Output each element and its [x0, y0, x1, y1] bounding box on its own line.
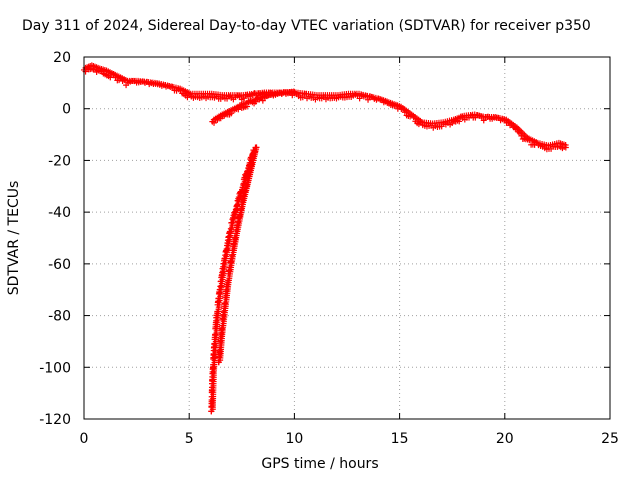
data-point [221, 300, 228, 307]
data-point [456, 118, 463, 125]
y-axis-label: SDTVAR / TECUs [6, 180, 22, 296]
x-tick-label: 10 [285, 431, 303, 447]
data-point [299, 94, 306, 101]
x-tick-label: 15 [391, 431, 409, 447]
y-tick-label: -40 [48, 205, 71, 221]
x-tick-label: 5 [185, 431, 194, 447]
data-point [227, 225, 234, 232]
data-point [214, 308, 221, 315]
data-point [107, 74, 114, 81]
data-point [235, 106, 242, 113]
data-point [225, 277, 232, 284]
plot-frame [83, 56, 611, 420]
x-tick-label: 20 [496, 431, 514, 447]
y-tick-label: 20 [53, 50, 71, 66]
data-point [212, 331, 219, 338]
x-tick-label: 0 [80, 431, 89, 447]
data-point [365, 96, 372, 103]
data-point [219, 322, 226, 329]
data-point [239, 184, 246, 191]
data-point [291, 90, 298, 97]
x-tick-label: 25 [601, 431, 619, 447]
y-tick-label: -100 [39, 360, 71, 376]
data-point [562, 144, 569, 151]
y-tick-label: -60 [48, 257, 71, 273]
x-axis-label: GPS time / hours [261, 456, 379, 472]
chart-title: Day 311 of 2024, Sidereal Day-to-day VTE… [22, 18, 591, 34]
data-point [240, 95, 247, 102]
y-tick-label: -80 [48, 309, 71, 325]
y-tick-label: 0 [62, 102, 71, 118]
data-point [244, 103, 251, 110]
data-point [252, 144, 259, 151]
y-tick-label: -20 [48, 153, 71, 169]
data-point [356, 95, 363, 102]
y-tick-label: -120 [39, 412, 71, 428]
data-point [480, 117, 487, 124]
data-point [211, 119, 218, 126]
data-point [210, 361, 217, 368]
